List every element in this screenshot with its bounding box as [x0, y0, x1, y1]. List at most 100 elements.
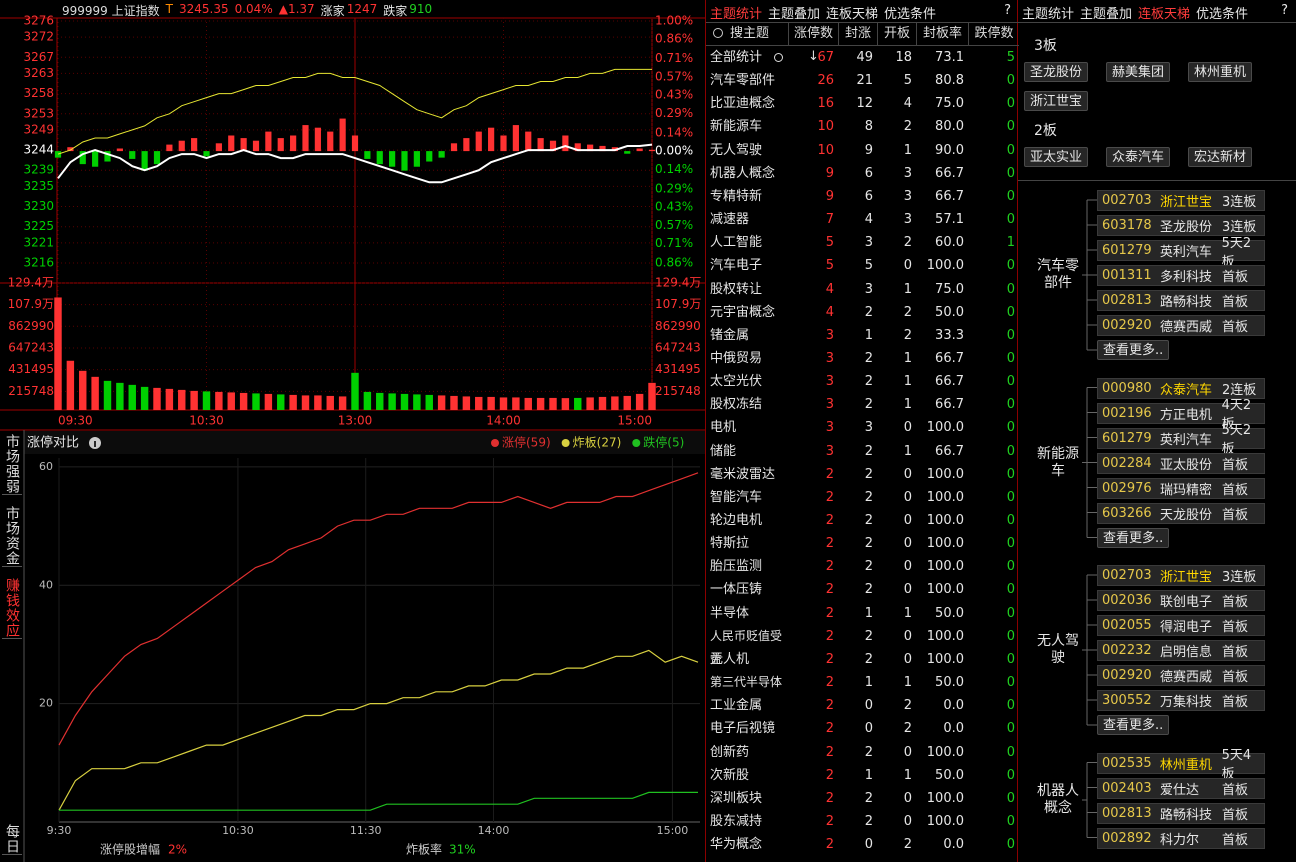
table-cell[interactable]: 半导体: [710, 605, 750, 621]
column-header[interactable]: 搜主题: [730, 26, 770, 41]
breadth-bar: [364, 151, 371, 159]
tab[interactable]: 优选条件: [1196, 7, 1249, 22]
stock-row[interactable]: 002284 亚太股份 首板: [1097, 452, 1265, 474]
column-header[interactable]: 封板率: [916, 22, 968, 45]
stock-row[interactable]: 002920 德赛西威 首板: [1097, 665, 1265, 686]
table-cell[interactable]: 减速器: [710, 212, 750, 228]
tab[interactable]: 连板天梯: [1138, 7, 1191, 22]
stock-chip[interactable]: 宏达新材: [1188, 147, 1253, 167]
column-header[interactable]: 跌停数: [968, 22, 1019, 45]
stock-chip[interactable]: 圣龙股份: [1024, 62, 1089, 82]
column-header[interactable]: 涨停数↓: [788, 22, 838, 64]
stock-row[interactable]: 601279 英利汽车 5天2板: [1097, 423, 1265, 457]
table-cell[interactable]: 创新药: [710, 744, 750, 760]
table-cell[interactable]: 智能汽车: [710, 489, 763, 505]
table-cell[interactable]: 机器人概念: [710, 165, 776, 181]
column-header[interactable]: 开板: [877, 22, 916, 45]
stock-row[interactable]: 603266 天龙股份 首板: [1097, 502, 1265, 524]
stock-chip[interactable]: 林州重机: [1188, 62, 1253, 82]
table-cell[interactable]: 全部统计: [710, 50, 763, 65]
stock-row[interactable]: 001311 多利科技 首板: [1097, 265, 1265, 286]
table-cell[interactable]: 太空光伏: [710, 374, 763, 390]
table-cell[interactable]: 毫米波雷达: [710, 466, 776, 482]
table-cell[interactable]: 特斯拉: [710, 536, 750, 552]
table-cell[interactable]: 胎压监测: [710, 559, 763, 575]
table-cell: 1: [864, 767, 873, 783]
stock-row[interactable]: 002055 得润电子 首板: [1097, 615, 1265, 636]
stock-code: 002196: [1102, 405, 1152, 421]
table-cell[interactable]: 华为概念: [710, 837, 763, 853]
table-cell[interactable]: 工业金属: [710, 698, 763, 714]
side-tab[interactable]: 赚钱效应: [2, 578, 22, 639]
volume-bar: [388, 393, 396, 410]
table-cell[interactable]: 股权冻结: [710, 397, 763, 413]
stock-chip[interactable]: 众泰汽车: [1106, 147, 1171, 167]
stock-row[interactable]: 002036 联创电子 首板: [1097, 590, 1265, 611]
stock-row[interactable]: 002976 瑞玛精密 首板: [1097, 477, 1265, 499]
table-cell[interactable]: 储能: [710, 443, 737, 459]
table-cell[interactable]: 锗金属: [710, 327, 750, 343]
table-cell[interactable]: 电机: [710, 420, 737, 436]
table-cell[interactable]: 次新股: [710, 767, 750, 783]
table-cell[interactable]: 元宇宙概念: [710, 304, 776, 320]
table-cell[interactable]: 中俄贸易: [710, 350, 763, 366]
table-cell[interactable]: 专精特新: [710, 188, 763, 204]
stock-row[interactable]: 300552 万集科技 首板: [1097, 690, 1265, 711]
table-cell[interactable]: 一体压铸: [710, 582, 763, 598]
side-tab[interactable]: 每日: [2, 824, 22, 855]
stock-row[interactable]: 603178 圣龙股份 3连板: [1097, 215, 1265, 236]
stock-row[interactable]: 002813 路畅科技 首板: [1097, 802, 1265, 824]
table-cell[interactable]: 深圳板块: [710, 790, 763, 806]
column-header[interactable]: 封涨: [838, 22, 877, 45]
tab[interactable]: 主题叠加: [1080, 7, 1133, 22]
table-cell[interactable]: 汽车电子: [710, 258, 763, 274]
stock-row[interactable]: 002813 路畅科技 首板: [1097, 290, 1265, 311]
stock-row[interactable]: 002892 科力尔 首板: [1097, 827, 1265, 849]
stock-chip[interactable]: 赫美集团: [1106, 62, 1171, 82]
stock-row[interactable]: 002703 浙江世宝 3连板: [1097, 565, 1265, 586]
table-cell[interactable]: 人工智能: [710, 235, 763, 251]
side-tab[interactable]: 市场资金: [2, 506, 22, 567]
stock-row[interactable]: 002920 德赛西威 首板: [1097, 315, 1265, 336]
table-cell[interactable]: 第三代半导体: [710, 675, 783, 690]
tab[interactable]: 连板天梯: [826, 7, 879, 22]
more-button[interactable]: 查看更多..: [1097, 527, 1170, 548]
table-cell: 1: [903, 374, 912, 390]
table-cell: 1: [903, 767, 912, 783]
table-cell[interactable]: 比亚迪概念: [710, 96, 776, 112]
table-cell: 75.0: [935, 96, 964, 112]
breadth-bar: [327, 131, 334, 152]
stock-row[interactable]: 000980 众泰汽车 2连板: [1097, 377, 1265, 399]
tab[interactable]: 主题统计: [710, 7, 763, 22]
table-cell: 21: [856, 73, 873, 89]
table-cell[interactable]: 电子后视镜: [710, 721, 776, 737]
stock-row[interactable]: 002403 爱仕达 首板: [1097, 777, 1265, 799]
stock-row[interactable]: 002232 启明信息 首板: [1097, 640, 1265, 661]
tab[interactable]: 主题统计: [1022, 7, 1075, 22]
stock-chip[interactable]: 亚太实业: [1024, 147, 1089, 167]
table-cell[interactable]: 股权转让: [710, 281, 763, 297]
stock-chip[interactable]: 浙江世宝: [1024, 91, 1089, 111]
tab[interactable]: ?: [1281, 3, 1288, 18]
stock-row[interactable]: 002535 林州重机 5天4板: [1097, 748, 1265, 782]
table-cell[interactable]: 轮边电机: [710, 513, 763, 528]
table-cell[interactable]: 新能源车: [710, 119, 763, 135]
more-button[interactable]: 查看更多..: [1097, 715, 1170, 735]
stock-row[interactable]: 601279 英利汽车 5天2板: [1097, 236, 1265, 270]
table-cell[interactable]: 股东减持: [710, 813, 763, 829]
table-cell[interactable]: 无人驾驶: [710, 142, 763, 158]
table-cell[interactable]: 无人机: [710, 651, 750, 667]
stock-row[interactable]: 002196 方正电机 4天2板: [1097, 398, 1265, 432]
side-tab[interactable]: 市场强弱: [2, 434, 22, 495]
series-line: [58, 472, 699, 746]
stock-row[interactable]: 002703 浙江世宝 3连板: [1097, 190, 1265, 211]
table-cell[interactable]: 人民币贬值受益: [710, 628, 783, 666]
tab[interactable]: 优选条件: [884, 7, 937, 22]
tab[interactable]: ?: [1004, 3, 1011, 18]
table-cell: 0: [1006, 513, 1015, 528]
more-button[interactable]: 查看更多..: [1097, 340, 1170, 360]
table-cell: 6: [864, 188, 873, 204]
table-cell[interactable]: 汽车零部件: [710, 73, 776, 89]
board-tag: 5天2板: [1221, 423, 1252, 457]
tab[interactable]: 主题叠加: [768, 7, 821, 22]
